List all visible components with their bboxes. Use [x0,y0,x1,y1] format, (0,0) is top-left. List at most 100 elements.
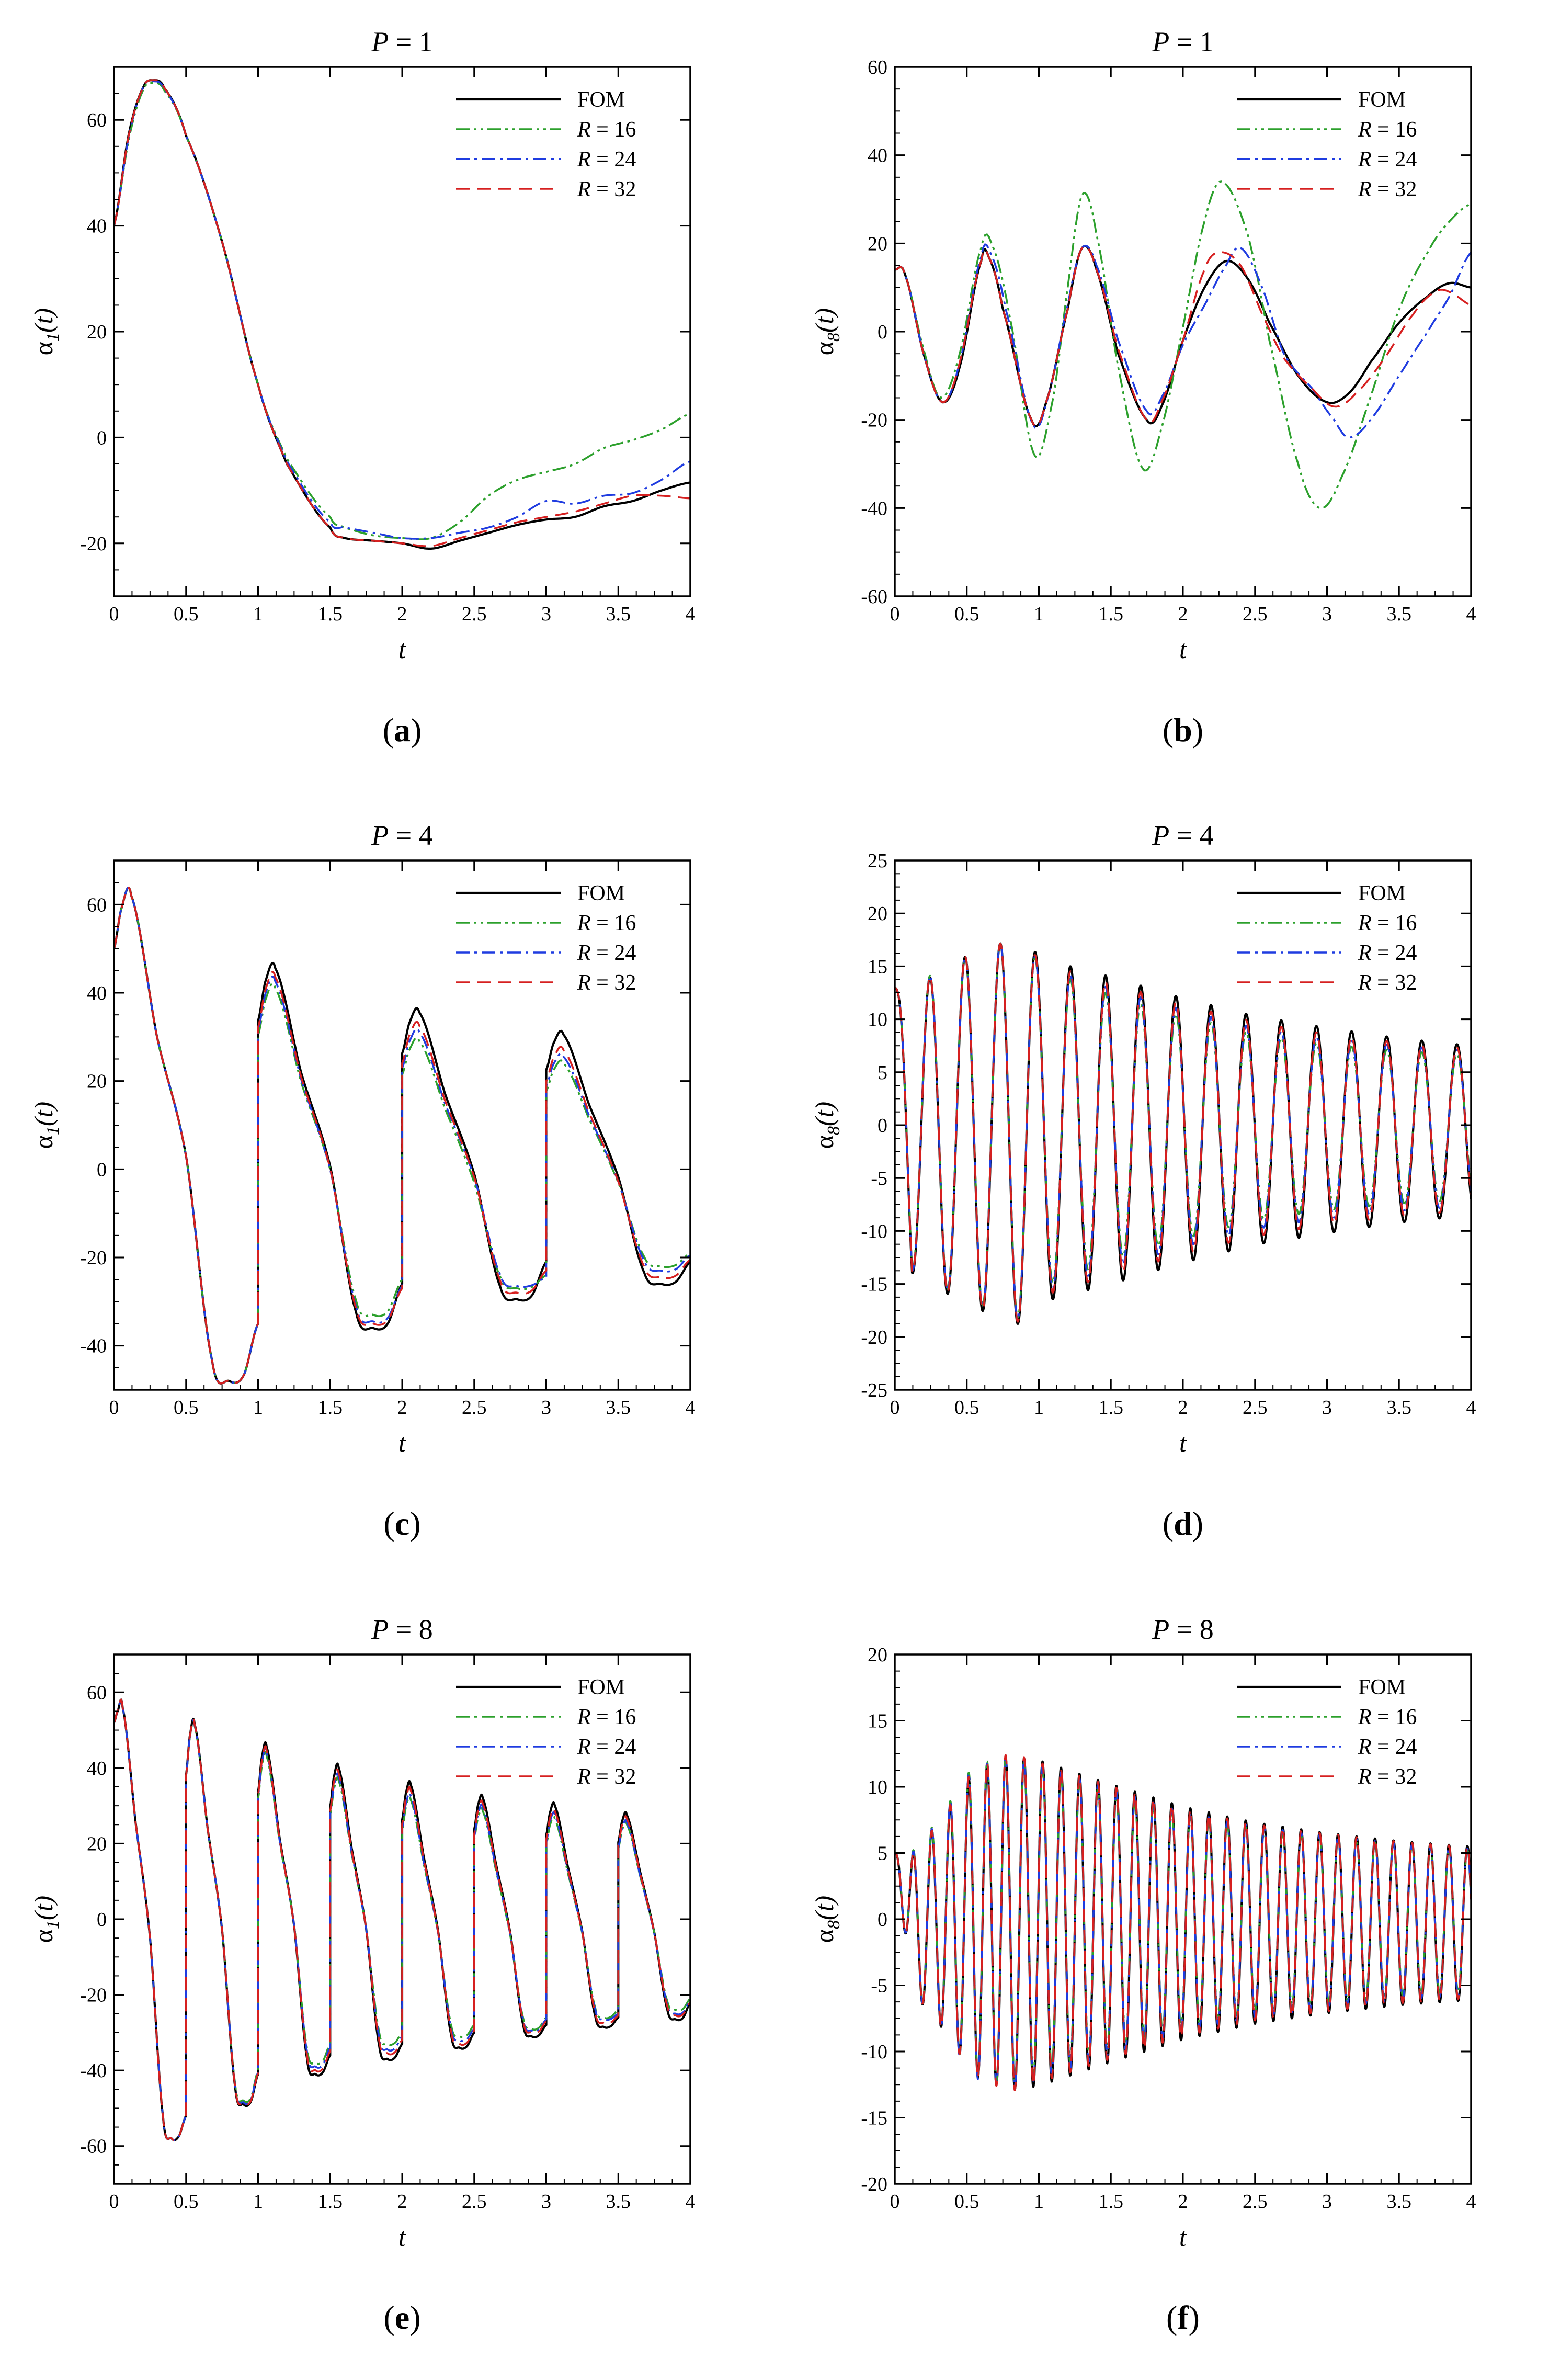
legend-label: R = 24 [1358,1735,1417,1759]
legend-label: R = 32 [577,1765,636,1789]
chart-title: P = 8 [1152,1614,1213,1645]
x-tick-label: 3.5 [1387,2191,1412,2213]
y-tick-label: -15 [861,2107,887,2129]
y-tick-label: 15 [868,1710,887,1732]
x-tick-label: 3.5 [1387,1397,1412,1419]
y-tick-label: -15 [861,1274,887,1296]
y-tick-label: 60 [868,56,887,78]
legend: FOM R = 16 R = 24 R = 32 [456,1675,636,1789]
legend-label: R = 24 [1358,941,1417,965]
legend-label: R = 24 [577,941,636,965]
series-line-r-24 [114,887,690,1385]
legend-label: FOM [1358,881,1406,905]
series-lines [114,1698,690,2141]
y-tick-label: -25 [861,1379,887,1401]
y-tick-label: 20 [868,233,887,255]
x-tick-label: 0 [109,2191,119,2213]
x-tick-label: 3 [1322,1397,1332,1419]
title-value: = 1 [389,26,432,58]
y-tick-label: 20 [87,1833,107,1855]
y-label-base: α [810,342,839,355]
legend-label: FOM [1358,1675,1406,1699]
x-tick-label: 2.5 [1243,603,1268,625]
x-tick-label: 0.5 [174,2191,199,2213]
legend-label: R = 24 [577,1735,636,1759]
panel-label: (d) [1163,1505,1203,1542]
legend-label: R = 16 [577,1705,636,1729]
y-tick-label: 0 [878,1115,887,1137]
y-label-subscript: 8 [824,1126,844,1135]
chart-panel-f: P = 8 0 0.5 1 1.5 2 2.5 3 3.5 4 -20 -15 -10 -5 0 5 10 15 2… [810,1614,1476,2336]
panel-label: (c) [383,1505,420,1542]
y-label-base: α [810,1135,839,1149]
y-tick-label: 0 [97,427,107,449]
y-tick-label: 5 [878,1843,887,1865]
y-label-subscript: 8 [824,1920,844,1929]
y-tick-label: 40 [87,1758,107,1780]
y-tick-label: -5 [871,1975,887,1997]
y-tick-label: 40 [868,145,887,167]
y-tick-label: -20 [80,533,107,555]
x-tick-label: 4 [1466,1397,1476,1419]
x-tick-label: 3.5 [606,603,631,625]
y-label-subscript: 8 [824,333,844,342]
legend-label: R = 16 [577,118,636,142]
title-variable: P [1152,26,1169,58]
y-axis-label: α8(t) [810,1102,844,1149]
y-label-base: α [29,342,58,355]
y-label-tail: (t) [810,1102,839,1126]
y-tick-label: 20 [87,321,107,343]
x-tick-label: 1.5 [318,2191,343,2213]
y-tick-label: -60 [861,586,887,608]
legend-label: R = 32 [1358,1765,1417,1789]
x-tick-label: 0 [109,1397,119,1419]
y-axis-label: α8(t) [810,308,844,355]
chart-panel-e: P = 8 0 0.5 1 1.5 2 2.5 3 3.5 4 -60 -40 -20 0 20 40 60 t α… [29,1614,696,2336]
x-tick-label: 3 [1322,603,1332,625]
series-lines [895,1754,1471,2091]
legend-label: R = 16 [1358,911,1417,935]
y-tick-label: 40 [87,216,107,237]
y-label-base: α [810,1929,839,1943]
x-tick-label: 2.5 [462,603,487,625]
x-tick-label: 3.5 [606,2191,631,2213]
x-tick-label: 4 [1466,2191,1476,2213]
y-tick-label: 40 [87,982,107,1004]
x-tick-label: 1 [253,603,263,625]
y-tick-label: 10 [868,1776,887,1798]
y-axis-label: α1(t) [29,1896,63,1943]
chart-panel-b: P = 1 0 0.5 1 1.5 2 2.5 3 3.5 4 -60 -40 -20 0 20 40 60 t α… [810,26,1476,749]
series-line-r-32 [114,79,690,547]
y-tick-label: 10 [868,1009,887,1031]
x-axis-label: t [398,2222,406,2251]
legend-label: R = 32 [1358,971,1417,995]
y-tick-label: -20 [861,2173,887,2195]
x-tick-label: 2.5 [462,2191,487,2213]
x-tick-label: 4 [686,1397,696,1419]
x-tick-label: 4 [686,2191,696,2213]
legend-label: R = 16 [1358,118,1417,142]
legend-label: FOM [1358,88,1406,112]
title-value: = 4 [389,820,432,851]
x-tick-label: 0 [890,2191,900,2213]
y-label-subscript: 1 [43,1920,63,1929]
y-label-tail: (t) [810,1896,839,1920]
series-line-r-32 [895,245,1471,427]
x-tick-label: 3 [1322,2191,1332,2213]
panel-label: (a) [383,711,422,749]
y-label-tail: (t) [29,1102,58,1126]
legend-label: R = 32 [577,971,636,995]
x-tick-label: 2 [1178,2191,1188,2213]
legend-label: R = 32 [577,177,636,201]
chart-title: P = 4 [371,820,432,851]
series-line-r-32 [114,887,690,1385]
series-line-r-24 [895,243,1471,439]
title-variable: P [371,1614,389,1645]
x-tick-label: 0 [890,603,900,625]
x-tick-label: 3.5 [606,1397,631,1419]
y-tick-label: -60 [80,2136,107,2158]
series-line-fom [895,1757,1471,2091]
x-tick-label: 1 [253,2191,263,2213]
x-axis-label: t [1179,1428,1187,1457]
